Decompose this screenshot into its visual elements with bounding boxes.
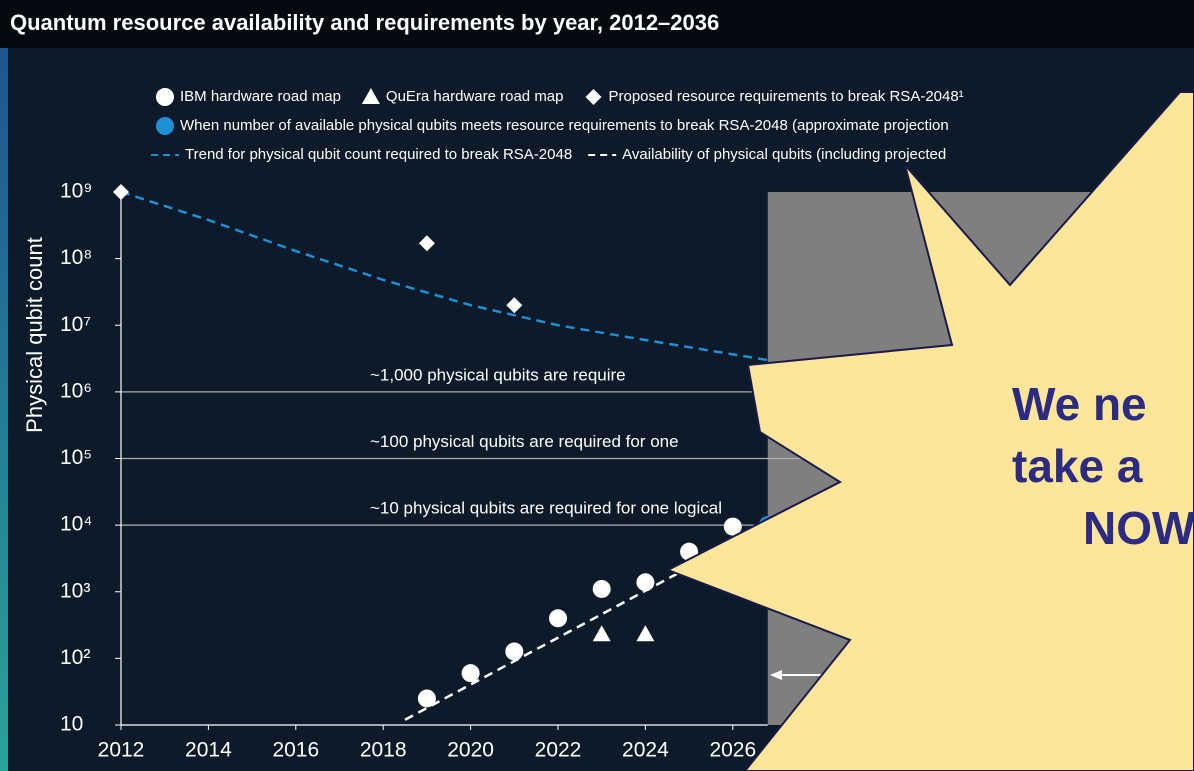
x-tick-label: 2018 — [360, 739, 407, 762]
y-tick-label: 10² — [60, 646, 90, 669]
chart-title: Quantum resource availability and requir… — [10, 10, 719, 35]
x-tick-label: 2012 — [98, 739, 145, 762]
point — [593, 580, 611, 598]
legend-label: Availability of physical qubits (includi… — [622, 146, 946, 163]
legend-label: IBM hardware road map — [180, 88, 341, 105]
x-tick-label: 2016 — [272, 739, 319, 762]
callout-text: NOW — [1083, 502, 1194, 554]
chart: Quantum resource availability and requir… — [0, 0, 1194, 771]
legend: IBM hardware road map QuEra hardware road… — [151, 88, 964, 163]
y-tick-label: 10⁵ — [60, 446, 92, 469]
reference-label: ~10 physical qubits are required for one… — [370, 499, 722, 518]
x-tick-label: 2014 — [185, 739, 232, 762]
x-tick-label: 2026 — [709, 739, 756, 762]
y-axis-label: Physical qubit count — [22, 237, 47, 433]
point — [636, 573, 654, 591]
y-tick-label: 10⁴ — [60, 513, 92, 536]
point — [462, 664, 480, 682]
legend-label: Proposed resource requirements to break … — [609, 88, 964, 105]
point — [418, 689, 436, 707]
y-tick-label: 10⁷ — [60, 313, 91, 336]
reference-label: ~100 physical qubits are required for on… — [370, 432, 679, 451]
callout-text: take a — [1012, 440, 1143, 492]
x-tick-label: 2024 — [622, 739, 669, 762]
y-tick-label: 10⁸ — [60, 246, 92, 269]
legend-label: When number of available physical qubits… — [180, 117, 949, 134]
point — [549, 609, 567, 627]
y-tick-label: 10⁹ — [60, 180, 92, 203]
y-tick-label: 10 — [60, 713, 83, 736]
x-tick-label: 2022 — [535, 739, 582, 762]
y-tick-label: 10⁶ — [60, 379, 92, 402]
page: Quantum resource availability and requir… — [0, 0, 1194, 771]
legend-marker — [156, 88, 174, 106]
legend-marker — [156, 117, 174, 135]
point — [505, 642, 523, 660]
reference-label: ~1,000 physical qubits are require — [370, 365, 626, 384]
x-tick-label: 2020 — [447, 739, 494, 762]
legend-label: QuEra hardware road map — [386, 88, 564, 105]
y-tick-label: 10³ — [60, 579, 90, 602]
legend-label: Trend for physical qubit count required … — [185, 146, 572, 163]
callout-text: We ne — [1012, 378, 1147, 430]
